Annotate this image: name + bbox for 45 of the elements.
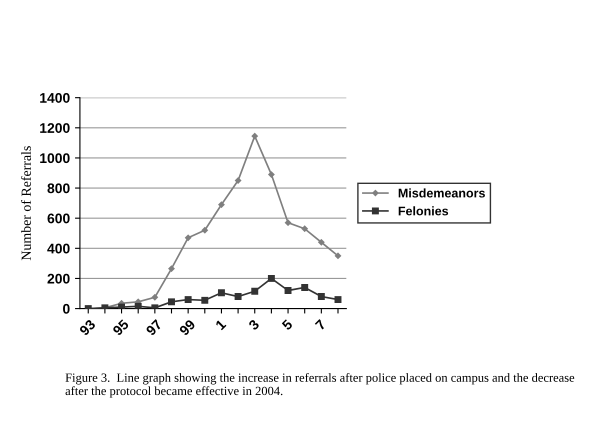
point <box>118 304 126 309</box>
point <box>268 274 275 282</box>
caption: Figure 3. Line graph showing the increase in referrals after police placed on campus and the decrease after the protocol became effective in 2004. <box>65 372 574 398</box>
point <box>134 302 142 309</box>
x-tick-label: 93 <box>78 318 96 336</box>
point <box>268 171 275 178</box>
x-tick-label: 99 <box>178 318 196 336</box>
x-tick-label: 3 <box>248 318 260 331</box>
point <box>201 296 208 304</box>
point <box>318 239 324 246</box>
point <box>234 293 242 300</box>
x-tick-label: 95 <box>112 318 130 336</box>
point <box>168 298 175 306</box>
point <box>218 201 225 208</box>
point <box>168 266 175 272</box>
point <box>302 226 308 232</box>
point <box>318 293 325 300</box>
point <box>152 294 158 300</box>
point <box>252 132 258 140</box>
legend-label: Felonies <box>398 206 448 216</box>
point <box>218 289 225 296</box>
point <box>202 227 208 234</box>
y-tick-label: 800 <box>47 183 70 194</box>
y-tick-label: 1400 <box>40 93 70 103</box>
point <box>334 252 342 260</box>
point <box>284 287 292 294</box>
point <box>301 284 308 291</box>
y-tick-label: 1000 <box>40 153 70 164</box>
y-tick-label: 1200 <box>40 123 70 133</box>
point <box>251 288 258 295</box>
x-tick-label: 7 <box>314 319 326 330</box>
x-tick-label: 1 <box>215 318 226 330</box>
point <box>234 177 242 184</box>
x-tick-label: 5 <box>281 318 294 331</box>
point <box>184 234 192 241</box>
y-tick-label: 200 <box>48 274 70 284</box>
point <box>184 296 192 304</box>
x-tick-label: 97 <box>145 318 163 336</box>
legend-label: Misdemeanors <box>398 188 485 198</box>
point <box>334 296 342 304</box>
y-tick-label: 400 <box>47 244 70 254</box>
y-tick-label: 600 <box>48 214 70 224</box>
point <box>284 220 292 226</box>
y-axis-title: Number of Referrals <box>21 146 31 260</box>
y-tick-label: 0 <box>63 304 70 314</box>
